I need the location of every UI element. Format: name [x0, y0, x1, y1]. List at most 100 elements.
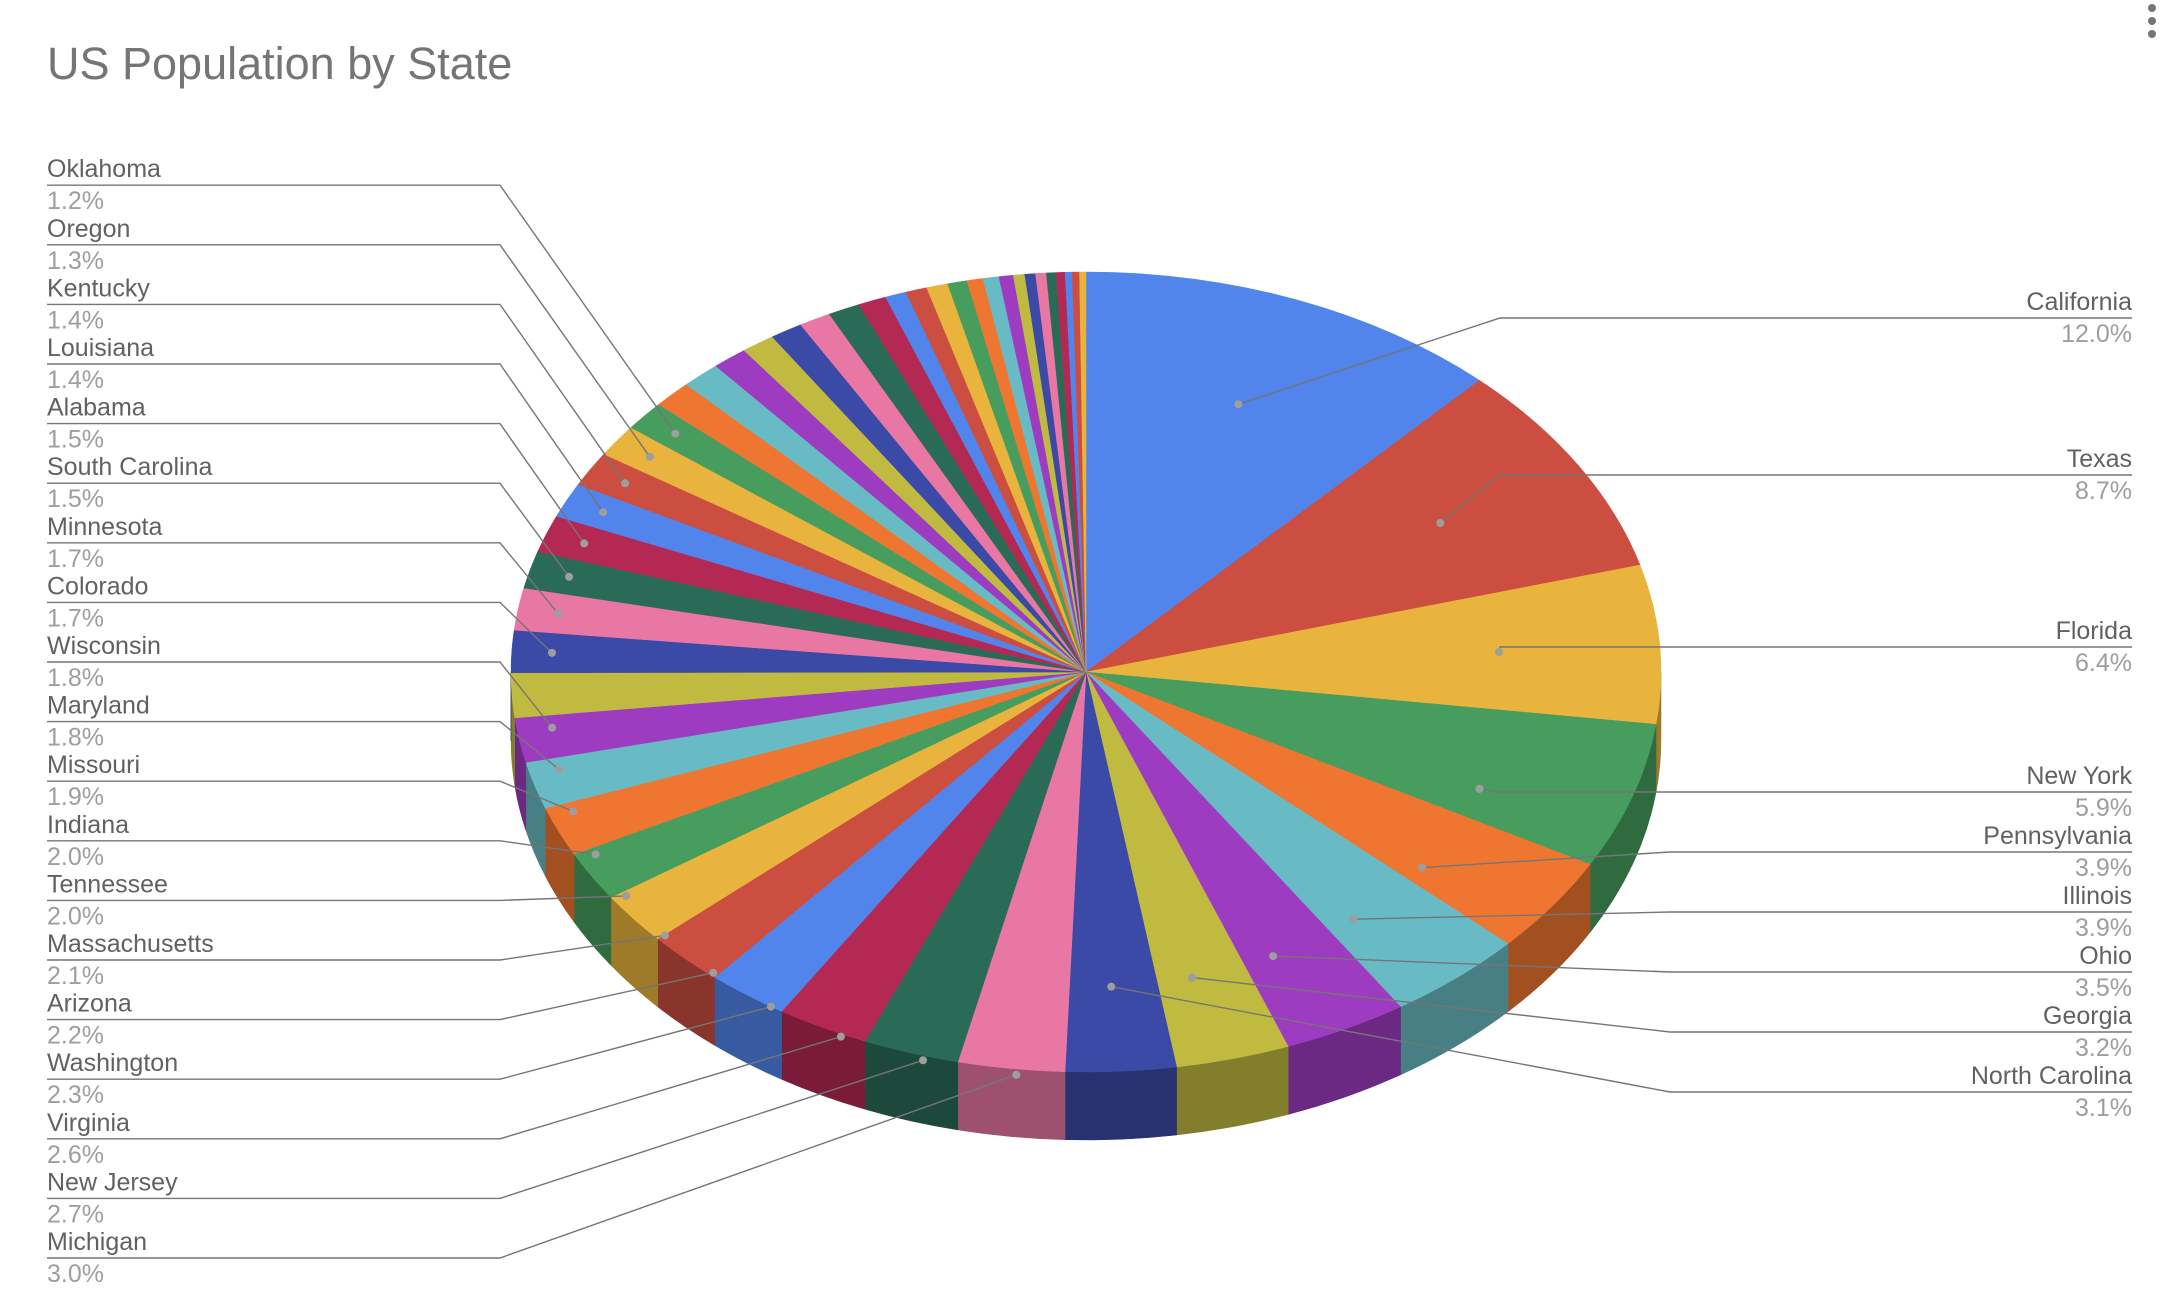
leader-dot	[1012, 1070, 1021, 1079]
leader-dot	[1234, 400, 1243, 409]
leader-line	[1439, 474, 2132, 524]
leader-dot	[766, 1002, 775, 1011]
leader-line	[47, 482, 570, 578]
slice-label: Tennessee	[47, 870, 168, 898]
slice-label: Texas	[2067, 445, 2132, 473]
pie-slice[interactable]	[1079, 271, 1087, 673]
slice-value-label: 3.5%	[2075, 974, 2132, 1002]
slice-label: Washington	[47, 1049, 178, 1077]
slice-value-label: 2.1%	[47, 962, 104, 990]
slice-label: Virginia	[47, 1109, 130, 1137]
slice-label: Pennsylvania	[1983, 822, 2132, 850]
slice-label: Arizona	[47, 990, 132, 1018]
slice-value-label: 1.2%	[47, 187, 104, 215]
slice-value-label: 3.2%	[2075, 1034, 2132, 1062]
leader-line	[47, 661, 553, 729]
slice-label: South Carolina	[47, 453, 212, 481]
slice-value-label: 1.7%	[47, 604, 104, 632]
leader-dot	[1417, 863, 1426, 872]
slice-value-label: 2.0%	[47, 843, 104, 871]
leader-dot	[1107, 982, 1116, 991]
leader-line	[47, 972, 714, 1021]
leader-line	[47, 1005, 772, 1080]
leader-dot	[645, 452, 654, 461]
slice-label: Wisconsin	[47, 632, 161, 660]
slice-value-label: 1.9%	[47, 783, 104, 811]
slice-label: New Jersey	[47, 1168, 178, 1196]
slice-label: Oklahoma	[47, 155, 161, 183]
leader-dot	[661, 931, 670, 940]
leader-dot	[591, 850, 600, 859]
leader-lines	[47, 184, 2132, 1259]
slice-value-label: 2.7%	[47, 1200, 104, 1228]
slice-label: Ohio	[2079, 942, 2132, 970]
slice-value-label: 3.0%	[47, 1260, 104, 1288]
slice-value-label: 2.3%	[47, 1081, 104, 1109]
slice-label: Kentucky	[47, 274, 150, 302]
leader-line	[1238, 317, 2132, 405]
leader-line	[1479, 788, 2132, 793]
slice-value-label: 8.7%	[2075, 477, 2132, 505]
slice-label: Massachusetts	[47, 930, 214, 958]
leader-dot	[553, 609, 562, 618]
pie-slice-side	[957, 1061, 1066, 1140]
slice-value-label: 1.3%	[47, 247, 104, 275]
slice-value-label: 3.1%	[2075, 1094, 2132, 1122]
leader-dot	[621, 479, 630, 488]
leader-dot	[1475, 784, 1484, 793]
slice-label: New York	[2026, 762, 2132, 790]
slice-value-label: 3.9%	[2075, 914, 2132, 942]
leader-line	[47, 542, 559, 614]
leader-dot	[1269, 952, 1278, 961]
leader-line	[47, 1059, 924, 1200]
leader-dot	[565, 572, 574, 581]
leader-line	[47, 303, 626, 484]
pie-top-faces	[510, 271, 1662, 1073]
slice-value-label: 12.0%	[2061, 320, 2132, 348]
pie-slice-california[interactable]	[1085, 271, 1480, 673]
leader-line	[47, 934, 666, 961]
leader-dot	[671, 429, 680, 438]
pie-slice-new-york[interactable]	[1085, 671, 1657, 865]
chart-title: US Population by State	[47, 38, 513, 89]
slice-value-label: 5.9%	[2075, 794, 2132, 822]
leader-dot	[580, 539, 589, 548]
pie-slice-texas[interactable]	[1085, 380, 1641, 673]
slice-value-label: 6.4%	[2075, 649, 2132, 677]
leader-dot	[547, 648, 556, 657]
slice-value-label: 1.4%	[47, 306, 104, 334]
slice-value-label: 1.5%	[47, 426, 104, 454]
slice-value-label: 2.2%	[47, 1022, 104, 1050]
slice-value-label: 1.4%	[47, 366, 104, 394]
leader-line	[1273, 955, 2132, 973]
leader-line	[47, 184, 676, 435]
pie-slice-florida[interactable]	[1085, 564, 1662, 725]
leader-line	[1191, 976, 2132, 1033]
leader-line	[47, 780, 574, 813]
slice-value-label: 2.6%	[47, 1141, 104, 1169]
slice-label: Illinois	[2063, 882, 2132, 910]
leader-line	[47, 422, 585, 544]
leader-dot	[1349, 915, 1358, 924]
chart-menu-icon[interactable]	[2148, 4, 2160, 40]
pie-slice-side	[1064, 1066, 1177, 1141]
leader-line	[47, 895, 627, 902]
slice-value-label: 1.8%	[47, 664, 104, 692]
leader-dot	[622, 891, 631, 900]
leader-dot	[555, 765, 564, 774]
leader-line	[47, 1035, 842, 1140]
slice-value-label: 2.0%	[47, 902, 104, 930]
slice-label: Missouri	[47, 751, 140, 779]
slice-value-label: 3.9%	[2075, 854, 2132, 882]
leader-line	[1111, 985, 2132, 1093]
leader-dot	[1187, 973, 1196, 982]
slice-label: Maryland	[47, 692, 150, 720]
slice-label: Alabama	[47, 394, 146, 422]
leader-dot	[836, 1032, 845, 1041]
leader-line	[47, 601, 553, 654]
leader-dot	[1436, 518, 1445, 527]
slice-value-label: 1.5%	[47, 485, 104, 513]
slice-value-label: 1.7%	[47, 545, 104, 573]
